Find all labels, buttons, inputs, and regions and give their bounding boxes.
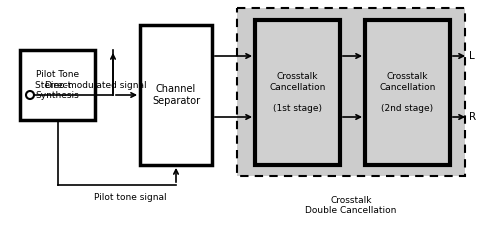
Text: Stereo-modulated signal: Stereo-modulated signal [35, 81, 146, 91]
Text: Pilot tone signal: Pilot tone signal [94, 193, 166, 201]
Text: R: R [469, 112, 476, 122]
Bar [255, 20, 340, 165]
Bar [140, 25, 212, 165]
Text: Crosstalk
Cancellation

(1st stage): Crosstalk Cancellation (1st stage) [269, 72, 326, 113]
Text: L: L [469, 51, 475, 61]
Bar [20, 50, 95, 120]
Text: Pilot Tone
Direct
Synthesis: Pilot Tone Direct Synthesis [36, 70, 79, 100]
Bar [365, 20, 450, 165]
Text: Crosstalk
Double Cancellation: Crosstalk Double Cancellation [305, 196, 396, 216]
Bar [237, 8, 465, 176]
Text: Channel
Separator: Channel Separator [152, 84, 200, 106]
Text: Crosstalk
Cancellation

(2nd stage): Crosstalk Cancellation (2nd stage) [379, 72, 436, 113]
